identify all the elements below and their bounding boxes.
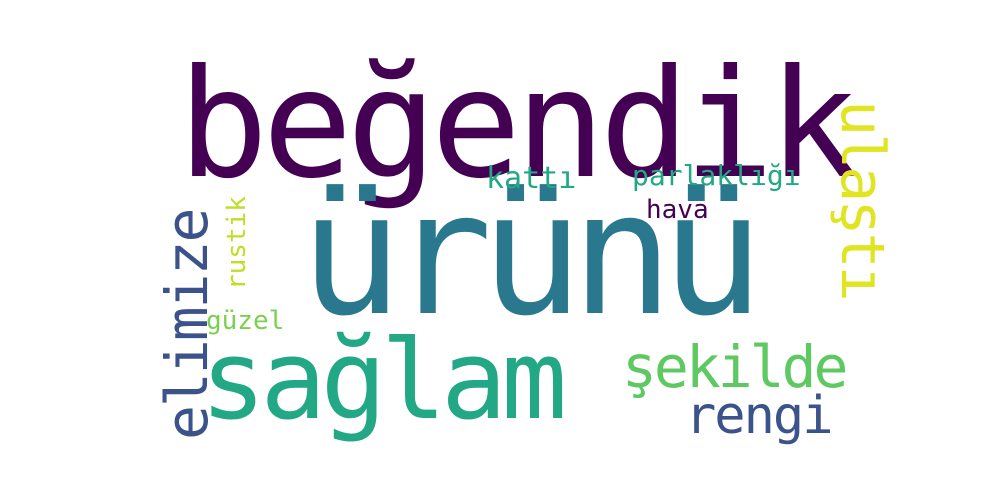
word-sekilde: şekilde xyxy=(622,333,848,401)
word-katti: kattı xyxy=(486,161,577,196)
word-rengi: rengi xyxy=(685,386,834,446)
word-parlakligi: parlaklığı xyxy=(632,159,801,192)
word-begendik: beğendik xyxy=(178,38,858,212)
word-urunu: ürünü xyxy=(300,156,764,354)
word-saglam: sağlam xyxy=(200,316,567,444)
word-hava: hava xyxy=(646,195,709,225)
word-rustik: rustik xyxy=(222,196,252,290)
word-ulasti: ulaştı xyxy=(827,100,897,299)
word-guzel: güzel xyxy=(206,306,285,336)
